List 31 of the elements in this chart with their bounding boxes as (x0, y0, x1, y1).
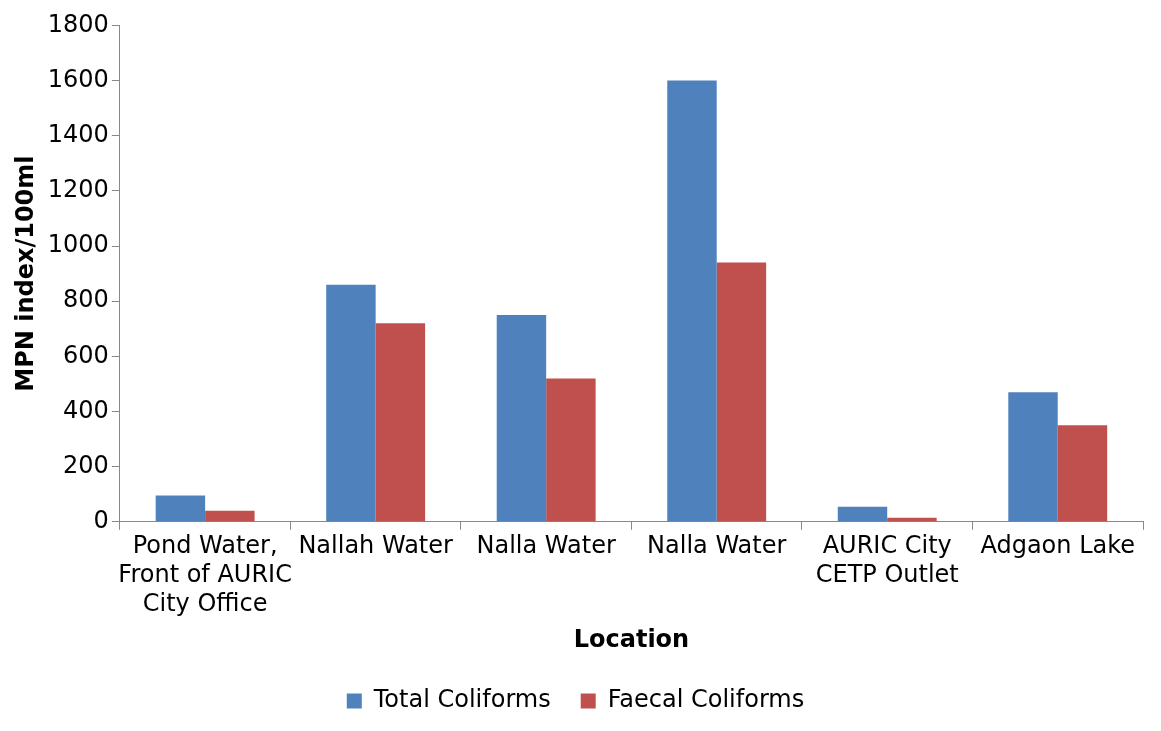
x-tick-label: Nallah Water (298, 531, 454, 560)
y-tick-label: 0 (93, 506, 109, 535)
bar (326, 284, 376, 522)
x-tick-label: AURIC City CETP Outlet (815, 531, 959, 589)
x-tick-label: Nalla Water (647, 531, 787, 560)
x-tick-label: Adgaon Lake (980, 531, 1136, 560)
y-tick-label: 1400 (47, 119, 109, 148)
bar (546, 378, 596, 522)
y-tick-label: 200 (63, 450, 109, 479)
y-tick-label: 1600 (47, 64, 109, 93)
bar (205, 510, 255, 522)
y-tick-label: 1800 (47, 9, 109, 38)
legend-label: Total Coliforms (372, 685, 551, 714)
bar (837, 506, 888, 522)
bar (716, 262, 767, 522)
y-tick-label: 1200 (47, 175, 109, 204)
y-tick-label: 600 (63, 340, 109, 369)
x-tick-label: Nalla Water (476, 531, 616, 560)
y-tick-label: 800 (63, 285, 109, 314)
x-tick-label: Pond Water, Front of AURIC City Office (118, 531, 292, 618)
y-axis-title: MPN index/100ml (10, 155, 39, 392)
x-axis-title: Location (573, 624, 690, 653)
legend-label: Faecal Coliforms (607, 685, 805, 714)
bar (375, 323, 426, 522)
bar (155, 495, 206, 522)
bar (496, 314, 547, 522)
y-tick-label: 1000 (47, 230, 109, 259)
bar (667, 80, 717, 522)
bar (1008, 392, 1058, 522)
bar (1057, 425, 1108, 522)
y-tick-label: 400 (63, 395, 109, 424)
